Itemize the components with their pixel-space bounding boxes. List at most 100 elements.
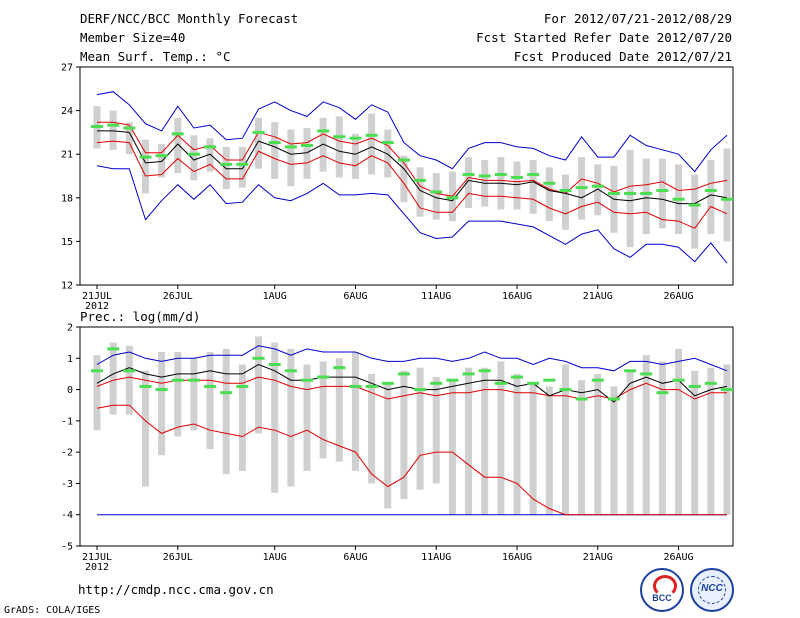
temp-observed-marker	[543, 181, 556, 185]
source-url[interactable]: http://cmdp.ncc.cma.gov.cn	[78, 582, 274, 597]
prec-observed-marker	[171, 378, 184, 382]
temp-min-line	[96, 165, 728, 264]
prec-ensemble-mean-line	[96, 363, 728, 403]
ncc-logo: NCC	[690, 568, 734, 612]
temp-spread-box	[190, 135, 198, 181]
prec-xtick-year-label: 2012	[85, 562, 109, 573]
temp-observed-marker	[187, 152, 200, 156]
temp-spread-box	[255, 117, 263, 169]
chart-title: DERF/NCC/BCC Monthly Forecast	[80, 11, 299, 26]
temp-spread-box	[400, 155, 408, 203]
temp-spread-box	[174, 117, 182, 174]
temp-ytick-label: 12	[61, 281, 73, 292]
temp-spread-box	[238, 146, 246, 188]
prec-xtick-label: 16AUG	[502, 552, 532, 563]
forecast-start-date: Fcst Started Refer Date 2012/07/20	[476, 30, 732, 45]
prec-ytick-label: -3	[61, 479, 73, 490]
prec-observed-marker	[721, 388, 733, 392]
temp-spread-box	[513, 161, 521, 210]
bcc-logo-text: BCC	[652, 593, 672, 603]
prec-xtick-label: 21AUG	[583, 552, 613, 563]
prec-observed-marker	[607, 397, 620, 401]
prec-ytick-label: -2	[61, 448, 73, 459]
temp-spread-box	[626, 149, 634, 248]
temp-observed-marker	[656, 189, 669, 193]
temp-observed-marker	[575, 186, 588, 190]
temp-spread-box	[319, 117, 327, 172]
prec-observed-marker	[478, 369, 491, 373]
temp-ytick-label: 18	[61, 193, 73, 204]
prec-observed-marker	[575, 397, 588, 401]
temp-observed-marker	[414, 178, 427, 182]
prec-observed-marker	[511, 375, 523, 379]
temp-upper-std-line	[97, 121, 728, 197]
temp-xtick-label: 1AUG	[263, 291, 287, 302]
temp-observed-marker	[527, 173, 540, 177]
prec-observed-marker	[397, 372, 410, 376]
temp-observed-marker	[511, 175, 523, 179]
prec-observed-marker	[414, 388, 427, 392]
prec-xtick-label: 6AUG	[343, 552, 367, 563]
prec-spread-box	[255, 336, 263, 434]
prec-spread-box	[368, 373, 376, 484]
prec-observed-marker	[527, 381, 540, 385]
ncc-logo-text: NCC	[701, 583, 723, 594]
temp-observed-marker	[171, 132, 184, 136]
prec-spread-box	[658, 361, 666, 515]
member-size: Member Size=40	[80, 30, 186, 45]
prec-spread-box	[642, 355, 650, 515]
prec-spread-box	[416, 367, 424, 490]
prec-spread-box	[238, 364, 246, 471]
bcc-logo: BCC	[640, 568, 684, 612]
prec-observed-marker	[252, 356, 265, 360]
temp-xtick-label: 26AUG	[663, 291, 693, 302]
prec-spread-box	[448, 380, 456, 515]
temp-spread-box	[303, 128, 311, 179]
prec-spread-box	[432, 377, 440, 484]
prec-observed-marker	[381, 381, 394, 385]
prec-spread-box	[190, 358, 198, 431]
precip-label: Prec.: log(mm/d)	[80, 309, 201, 324]
temp-spread-box	[465, 157, 473, 208]
prec-observed-marker	[91, 369, 103, 373]
temp-observed-marker	[349, 136, 362, 140]
temp-spread-box	[271, 122, 279, 179]
temp-spread-box	[529, 160, 537, 214]
prec-spread-box	[158, 352, 166, 456]
temp-observed-marker	[672, 197, 685, 201]
prec-spread-box	[513, 373, 521, 515]
prec-spread-box	[287, 348, 295, 487]
prec-spread-box	[109, 342, 117, 415]
prec-observed-marker	[301, 378, 313, 382]
prec-spread-box	[675, 348, 683, 515]
temp-spread-box	[206, 138, 214, 172]
prec-spread-box	[465, 367, 473, 515]
prec-observed-marker	[123, 369, 136, 373]
temp-observed-marker	[139, 155, 152, 159]
prec-xtick-label: 11AUG	[421, 552, 451, 563]
prec-xtick-label: 1AUG	[263, 552, 287, 563]
prec-observed-marker	[462, 372, 475, 376]
temp-spread-box	[158, 144, 166, 178]
prec-observed-marker	[317, 375, 330, 379]
temp-spread-box	[691, 174, 699, 249]
prec-spread-box	[578, 380, 586, 515]
prec-spread-box	[529, 383, 537, 515]
temp-ytick-label: 21	[61, 150, 73, 161]
prec-observed-marker	[365, 384, 378, 388]
prec-spread-box	[723, 364, 731, 515]
prec-spread-box	[545, 386, 553, 515]
temp-xtick-year-label: 2012	[85, 301, 109, 312]
prec-observed-marker	[187, 378, 200, 382]
prec-spread-box	[319, 361, 327, 459]
temp-ytick-label: 24	[61, 106, 73, 117]
temp-spread-box	[141, 139, 149, 194]
prec-observed-marker	[430, 381, 443, 385]
temp-observed-marker	[430, 190, 443, 194]
prec-observed-marker	[446, 378, 459, 382]
temp-observed-marker	[640, 191, 653, 195]
temp-spread-box	[432, 173, 440, 220]
temp-spread-box	[416, 167, 424, 217]
temp-spread-box	[723, 148, 731, 242]
ncc-globe-icon	[698, 576, 726, 604]
